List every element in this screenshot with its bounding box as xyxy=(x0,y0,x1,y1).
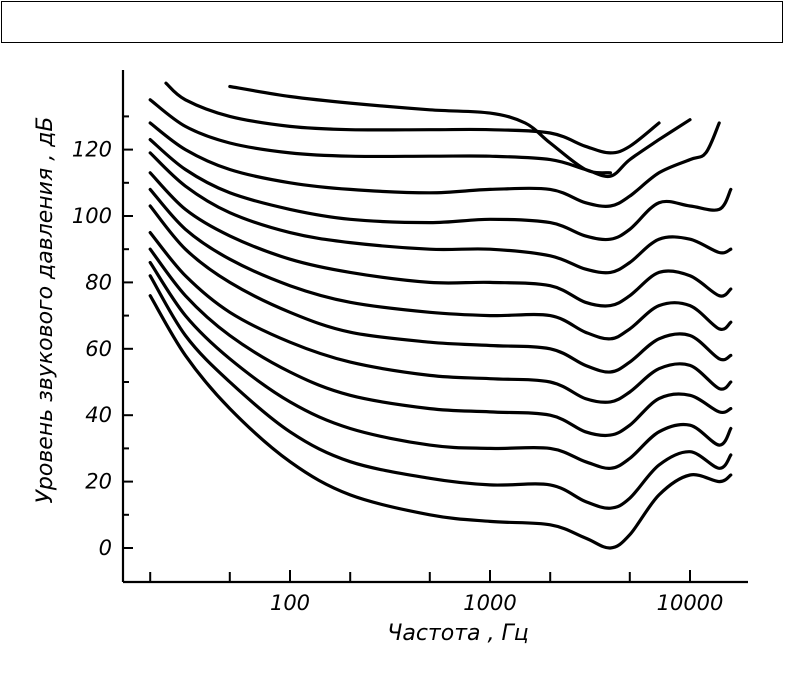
curves xyxy=(148,81,733,550)
loudness-curve-2 xyxy=(148,260,733,470)
header-box xyxy=(1,1,783,43)
y-tick-label: 20 xyxy=(85,470,112,494)
loudness-curve-1 xyxy=(148,274,733,510)
y-tick-label: 60 xyxy=(85,337,112,361)
axes xyxy=(121,70,748,584)
loudness-curve-3 xyxy=(148,247,733,438)
y-tick-label: 80 xyxy=(85,270,112,294)
loudness-curve-0 xyxy=(148,294,733,550)
loudness-curve-4 xyxy=(148,231,733,404)
y-axis-title: Уровень звукового давления , дБ xyxy=(33,117,58,504)
loudness-curve-9 xyxy=(148,138,733,242)
x-axis-title: Частота , Гц xyxy=(387,621,528,646)
loudness-curve-7 xyxy=(148,171,733,308)
x-tick-label: 100 xyxy=(270,591,310,615)
loudness-curve-13 xyxy=(228,84,612,175)
loudness-curve-8 xyxy=(148,151,733,275)
y-tick-label: 100 xyxy=(72,204,112,228)
y-tick-label: 120 xyxy=(72,138,112,162)
x-tick-label: 10000 xyxy=(657,591,724,615)
loudness-curve-10 xyxy=(148,121,721,208)
loudness-curve-11 xyxy=(148,98,692,179)
loudness-curve-6 xyxy=(148,187,733,341)
y-tick-label: 40 xyxy=(85,403,112,427)
x-tick-label: 1000 xyxy=(463,591,516,615)
y-tick-label: 0 xyxy=(99,536,112,560)
loudness-curve-5 xyxy=(148,204,733,374)
ticks: 0 20 40 60 80 100 120 100 1000 10000 xyxy=(72,115,724,615)
loudness-curve-12 xyxy=(164,81,661,155)
